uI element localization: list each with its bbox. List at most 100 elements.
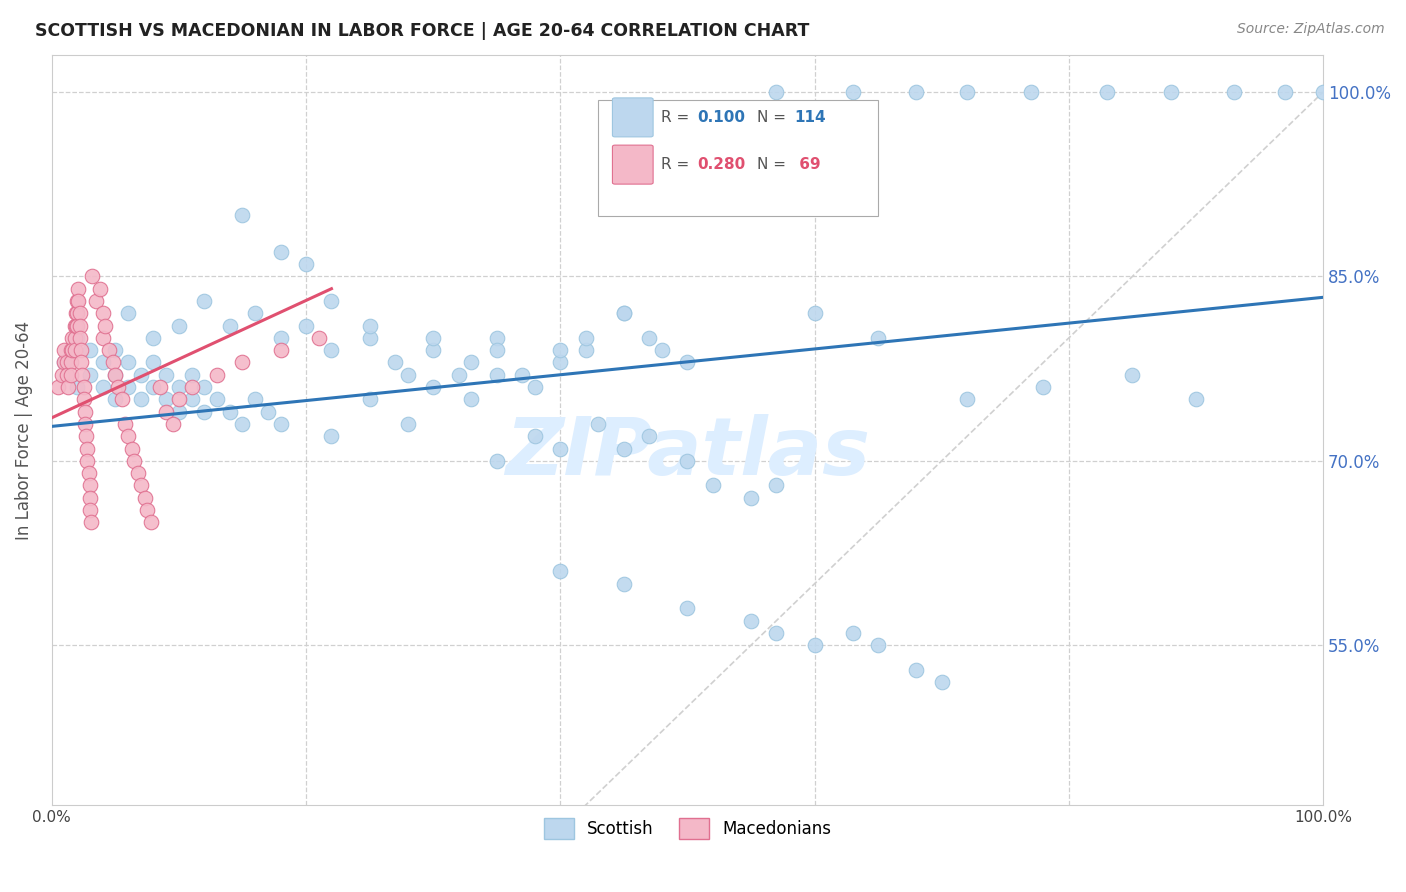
Point [1121, 368, 1143, 382]
Point [243, 392, 266, 407]
Point [523, 429, 546, 443]
Point [67, 293, 90, 308]
Point [76, 442, 98, 456]
Point [180, 392, 202, 407]
Point [384, 355, 406, 369]
Text: 0.100: 0.100 [697, 110, 745, 125]
Point [59, 368, 82, 382]
Point [193, 404, 215, 418]
Text: N =: N = [758, 157, 792, 172]
Text: SCOTTISH VS MACEDONIAN IN LABOR FORCE | AGE 20-64 CORRELATION CHART: SCOTTISH VS MACEDONIAN IN LABOR FORCE | … [35, 22, 810, 40]
Point [127, 466, 149, 480]
Point [129, 368, 152, 382]
Point [94, 318, 117, 333]
Point [65, 318, 87, 333]
Point [70, 355, 93, 369]
Point [56, 355, 79, 369]
Point [740, 614, 762, 628]
Point [308, 331, 330, 345]
Point [162, 417, 184, 431]
Point [66, 293, 89, 308]
Point [104, 392, 127, 407]
Point [321, 343, 343, 358]
Point [485, 331, 508, 345]
Point [638, 429, 661, 443]
Point [231, 355, 253, 369]
Point [638, 331, 661, 345]
Point [167, 404, 190, 418]
Text: 114: 114 [794, 110, 825, 125]
Point [104, 368, 127, 382]
Point [142, 355, 165, 369]
Point [868, 331, 890, 345]
Point [205, 392, 228, 407]
Point [575, 343, 598, 358]
Point [270, 417, 292, 431]
Point [422, 380, 444, 394]
Point [1032, 380, 1054, 394]
Point [67, 282, 90, 296]
Point [765, 478, 787, 492]
Point [56, 368, 79, 382]
Point [295, 318, 318, 333]
Point [91, 331, 114, 345]
Point [803, 638, 825, 652]
Point [77, 466, 100, 480]
Point [575, 331, 598, 345]
Text: R =: R = [661, 157, 695, 172]
Point [243, 306, 266, 320]
Point [76, 454, 98, 468]
Point [53, 343, 76, 358]
Point [91, 306, 114, 320]
Point [63, 331, 86, 345]
Point [193, 380, 215, 394]
Point [66, 306, 89, 320]
Point [218, 404, 240, 418]
Point [931, 675, 953, 690]
Point [91, 380, 114, 394]
Point [1312, 85, 1334, 99]
Point [1274, 85, 1296, 99]
Point [53, 355, 76, 369]
Point [167, 392, 190, 407]
Point [114, 417, 136, 431]
Point [59, 343, 82, 358]
Point [124, 454, 146, 468]
Point [218, 318, 240, 333]
Point [1223, 85, 1246, 99]
Point [676, 355, 699, 369]
Point [73, 404, 96, 418]
Point [702, 478, 724, 492]
Point [101, 355, 124, 369]
Point [53, 355, 76, 369]
Point [66, 331, 89, 345]
Point [868, 638, 890, 652]
Point [1160, 85, 1182, 99]
Point [136, 503, 159, 517]
Legend: Scottish, Macedonians: Scottish, Macedonians [537, 812, 838, 846]
Point [231, 208, 253, 222]
Point [60, 343, 83, 358]
Point [1185, 392, 1208, 407]
Point [79, 478, 101, 492]
Point [129, 478, 152, 492]
Point [359, 331, 381, 345]
Point [111, 392, 134, 407]
Point [905, 85, 928, 99]
Point [79, 491, 101, 505]
Point [117, 429, 139, 443]
Point [104, 343, 127, 358]
Point [167, 380, 190, 394]
Point [460, 392, 482, 407]
Point [231, 417, 253, 431]
Point [613, 576, 636, 591]
Text: ZIPatlas: ZIPatlas [505, 414, 870, 491]
Point [1019, 85, 1042, 99]
Point [257, 404, 280, 418]
Point [841, 626, 863, 640]
Point [460, 355, 482, 369]
Point [359, 392, 381, 407]
Point [89, 282, 111, 296]
Point [613, 306, 636, 320]
Point [121, 442, 143, 456]
